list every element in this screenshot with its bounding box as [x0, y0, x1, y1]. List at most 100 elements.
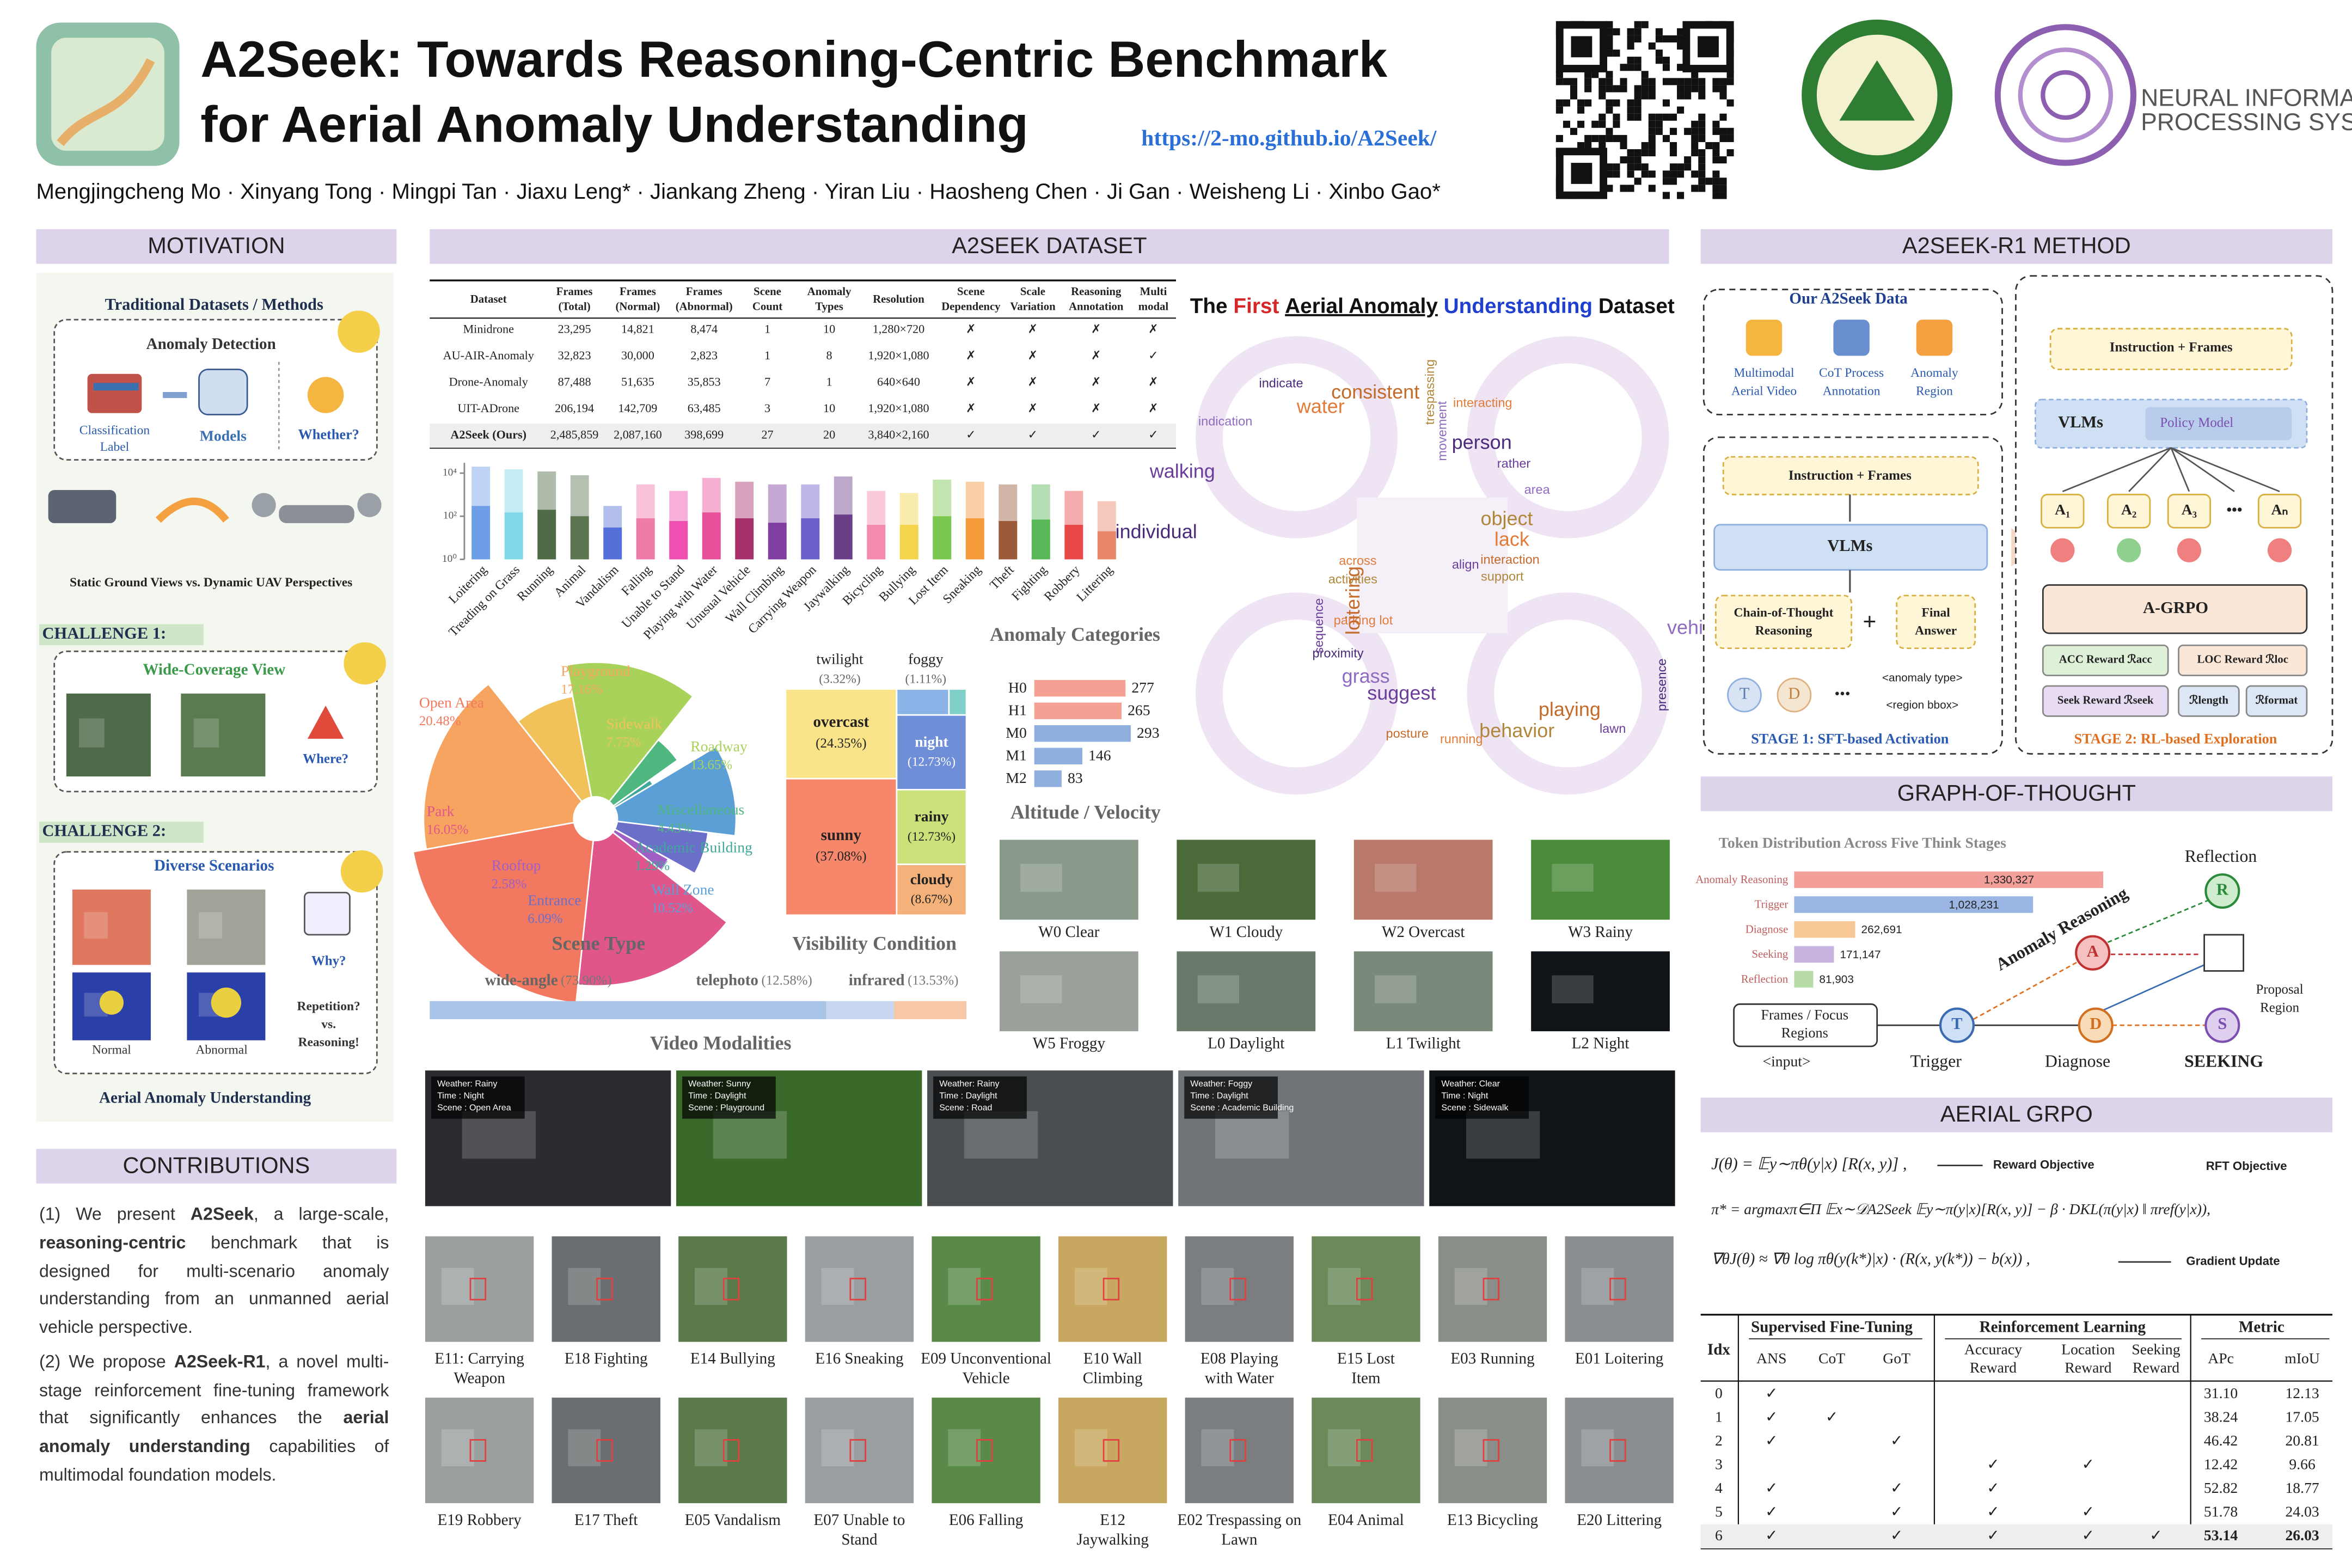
value-label: 16.05% [427, 823, 469, 837]
label: VLMs [2058, 413, 2103, 431]
example-label: Lawn [1221, 1531, 1258, 1548]
qr-cell [1627, 156, 1634, 164]
qr-cell [1662, 192, 1670, 199]
table-cell: ✓ [2149, 1527, 2162, 1543]
bbox [1102, 1439, 1120, 1462]
qr-cell [1684, 127, 1692, 135]
photo-detail [1020, 863, 1062, 892]
qr-cell [1577, 106, 1585, 114]
example-label: E16 Sneaking [815, 1350, 903, 1368]
drone-rotor [1467, 336, 1669, 538]
table-cell: ✓ [1765, 1527, 1778, 1543]
graph-node [2204, 873, 2240, 909]
label: ••• [2226, 501, 2242, 518]
label: Multimodal [1734, 366, 1794, 380]
qr-cell [1584, 78, 1592, 85]
qr-cell [1698, 78, 1706, 85]
table-cell: 142,709 [618, 401, 657, 415]
bar [1034, 725, 1131, 742]
cell-label: night [915, 733, 948, 750]
table-header: Location [2061, 1341, 2115, 1358]
qr-cell [1662, 57, 1670, 64]
table-cell: 0 [1715, 1385, 1723, 1401]
qr-cell [1698, 156, 1706, 164]
photo-detail [568, 1267, 601, 1305]
qr-cell [1698, 134, 1706, 142]
table-cell: ✓ [1987, 1503, 1999, 1520]
table-cell: ✓ [1765, 1408, 1778, 1425]
overlay-text: Time : Night [437, 1091, 484, 1100]
photo-detail [462, 1111, 536, 1159]
qr-cell [1684, 92, 1692, 100]
qr-cell [1712, 149, 1720, 157]
box [2042, 584, 2308, 634]
qr-cell [1634, 106, 1641, 114]
segment-label: wide-angle [485, 971, 558, 989]
bbox [1229, 1277, 1246, 1301]
table-cell: 7 [764, 375, 770, 388]
bar [1794, 921, 1855, 938]
qr-cell [1691, 78, 1699, 85]
thumbnail-label: W0 Clear [1038, 923, 1099, 941]
token [1777, 677, 1812, 713]
qr-cell [1712, 127, 1720, 135]
qr-cell [1719, 177, 1727, 185]
section-header [36, 1149, 397, 1184]
arrow [2128, 447, 2172, 492]
drone-rotor [1196, 592, 1398, 795]
label: Abnormal [195, 1043, 248, 1057]
table-cell: 26.03 [2285, 1527, 2319, 1543]
photo [1185, 1236, 1294, 1342]
label: Aerial Video [1731, 384, 1797, 398]
table-header: Dataset [470, 293, 507, 305]
treemap-cell [948, 688, 967, 716]
qr-cell [1634, 28, 1641, 35]
bar [768, 523, 787, 560]
qr-cell [1606, 185, 1613, 192]
qr-cell [1705, 177, 1713, 185]
icon-ai [198, 369, 248, 415]
table-header: Reward [1970, 1359, 2017, 1376]
arrow [2170, 447, 2190, 492]
qr-cell [1634, 35, 1641, 42]
category-label: Trigger [1755, 899, 1788, 911]
value-label: (73.90%) [561, 973, 611, 988]
bar [1031, 519, 1050, 560]
formula-note: RFT Objective [2206, 1159, 2287, 1173]
table-cell: 24.03 [2285, 1503, 2319, 1520]
qr-cell [1677, 78, 1685, 85]
value-label: 4.43% [657, 821, 692, 836]
table-cell: 51,635 [621, 375, 654, 388]
table-cell: ✓ [1987, 1455, 1999, 1472]
label: Where? [303, 751, 348, 766]
bbox [722, 1277, 740, 1301]
qr-cell [1606, 127, 1613, 135]
overlay-text: Weather: Rainy [939, 1079, 999, 1088]
bar [636, 518, 655, 560]
segment-label: Open Area [419, 694, 484, 711]
label: ℛformat [2256, 694, 2298, 706]
qr-cell [1641, 21, 1649, 28]
table-header: Frames [556, 286, 593, 298]
label: Wide-Coverage View [143, 661, 285, 678]
table-cell: 30,000 [621, 348, 654, 362]
label: CHALLENGE 2: [42, 822, 167, 840]
qr-cell [1555, 99, 1563, 107]
rose-segment [595, 818, 709, 875]
value-label: (3.32%) [819, 672, 860, 686]
table-cell: 17.05 [2285, 1408, 2319, 1425]
category-label: M0 [1006, 724, 1026, 741]
category-label: Anomaly Reasoning [1695, 874, 1788, 886]
table-header: modal [1138, 301, 1169, 313]
qr-cell [1726, 149, 1734, 157]
photo [66, 693, 151, 777]
word: activities [1328, 572, 1377, 586]
qr-cell [1698, 177, 1706, 185]
qr-cell [1691, 85, 1699, 93]
contribution-text: (1) We present [39, 1204, 191, 1224]
word: lack [1494, 528, 1530, 550]
qr-cell [1669, 113, 1677, 121]
value-label: 20.48% [419, 714, 461, 728]
qr-cell [1591, 71, 1599, 78]
label: Policy Model [2160, 415, 2233, 430]
